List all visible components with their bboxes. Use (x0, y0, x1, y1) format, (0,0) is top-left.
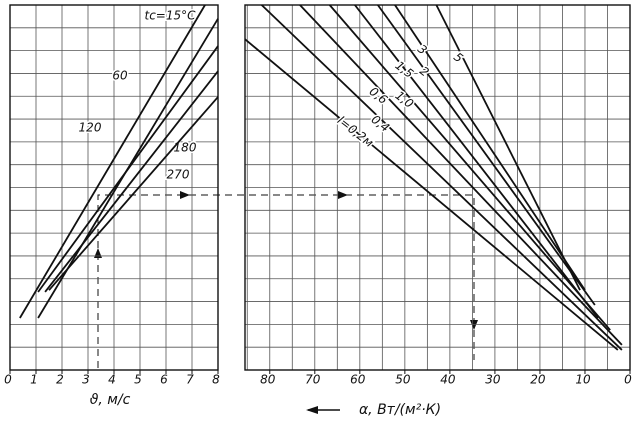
x-tick-label: 0 (624, 373, 632, 387)
x-tick-label: 1 (30, 373, 38, 387)
x-tick-label: 3 (82, 373, 90, 387)
line-label: 120 (79, 121, 102, 135)
x-axis-label: ϑ, м/с (90, 392, 131, 408)
arrow (306, 406, 318, 414)
series-line (37, 45, 219, 293)
series-line (435, 4, 581, 291)
x-tick-label: 40 (440, 373, 456, 387)
series-line (19, 4, 206, 319)
series-line (377, 4, 596, 306)
x-tick-label: 2 (56, 373, 64, 387)
x-tick-label: 80 (260, 373, 276, 387)
x-tick-label: 4 (108, 373, 116, 387)
panel-frame (244, 4, 631, 371)
x-tick-label: 10 (575, 373, 591, 387)
x-tick-label: 60 (350, 373, 366, 387)
x-tick-label: 70 (305, 373, 321, 387)
x-tick-label: 50 (395, 373, 411, 387)
line-label: tc=15°C (144, 9, 196, 23)
x-axis-label: α, Вт/(м²·К) (359, 402, 441, 418)
series-line (328, 4, 611, 331)
series-line (48, 96, 219, 291)
line-label: 60 (112, 69, 128, 83)
series-line (354, 4, 599, 319)
guide-line (97, 194, 475, 368)
series-line (261, 4, 623, 351)
series-line (299, 4, 623, 346)
x-tick-label: 5 (134, 373, 142, 387)
series-line (44, 70, 219, 293)
x-tick-label: 0 (4, 373, 12, 387)
series-line (394, 4, 586, 291)
arrow (180, 191, 190, 199)
x-tick-label: 30 (485, 373, 501, 387)
arrow (338, 191, 348, 199)
x-tick-label: 20 (530, 373, 546, 387)
series-line (244, 38, 619, 351)
x-tick-label: 6 (160, 373, 168, 387)
reading-guide (94, 191, 478, 414)
x-tick-label: 7 (186, 373, 194, 387)
x-tick-label: 8 (212, 373, 220, 387)
line-label: 270 (167, 168, 190, 182)
arrow (94, 248, 102, 258)
